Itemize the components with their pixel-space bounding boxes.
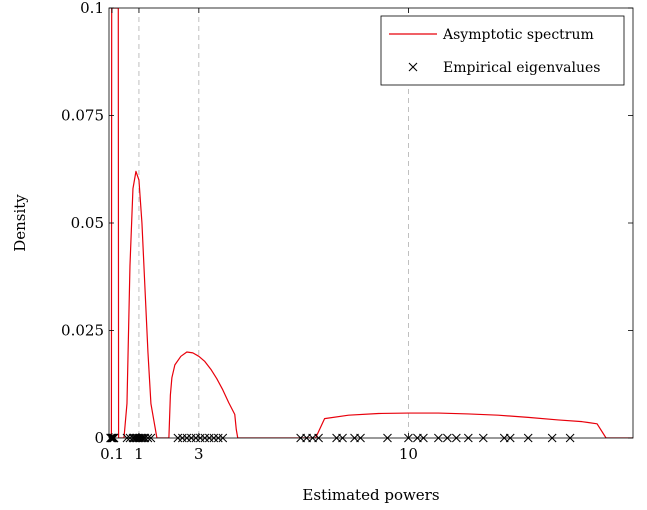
legend-marker-swatch [408, 62, 418, 72]
legend-entry-asymptotic: Asymptotic spectrum [442, 27, 594, 43]
x-tick-label-3: 10 [399, 445, 418, 463]
y-tick-label-2: 0.05 [71, 214, 104, 232]
x-tick-label-1: 1 [134, 445, 144, 463]
y-tick-label-0: 0 [94, 429, 104, 447]
legend-entry-empirical: Empirical eigenvalues [443, 60, 600, 76]
legend-box [380, 15, 625, 86]
legend: Asymptotic spectrum Empirical eigenvalue… [380, 15, 625, 86]
y-tick-label-3: 0.075 [61, 107, 104, 125]
y-tick-label-1: 0.025 [61, 322, 104, 340]
x-tick-label-0: 0.1 [100, 445, 124, 463]
x-axis-label: Estimated powers [302, 486, 439, 504]
y-axis-label: Density [11, 194, 29, 252]
y-tick-label-4: 0.1 [80, 0, 104, 17]
plot-area [109, 8, 633, 438]
grid-lines [138, 8, 409, 438]
axis-ticks: 0.1 1 3 10 0 0.025 0.05 0.075 0.1 [61, 0, 633, 463]
x-tick-label-2: 3 [194, 445, 204, 463]
series-line-asymptotic-spectrum [109, 8, 633, 438]
